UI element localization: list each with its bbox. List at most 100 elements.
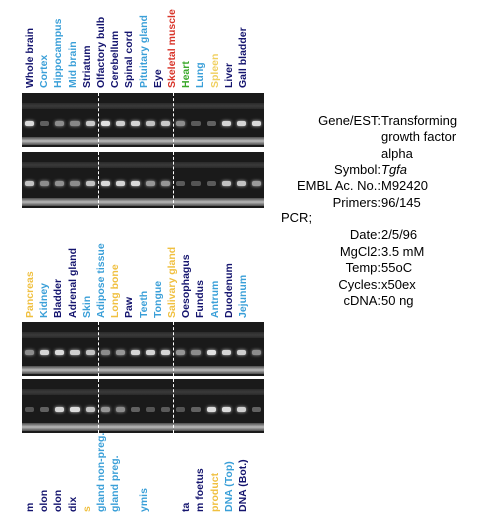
gel-band [25, 181, 35, 187]
gel-band [251, 350, 261, 356]
gel-image-bottom-1 [22, 322, 264, 376]
info-key: Primers: [332, 194, 381, 210]
gel-band [221, 181, 231, 187]
gel-band [85, 407, 95, 413]
gel-band [176, 407, 186, 413]
info-key: cDNA: [343, 293, 381, 308]
gel-band [115, 407, 125, 413]
gel-band [130, 407, 140, 413]
gel-band [40, 350, 50, 356]
gel-band [251, 407, 261, 413]
gel-band [100, 181, 110, 187]
gel-band [191, 407, 201, 413]
gel-band [70, 407, 80, 413]
gel-band [236, 121, 246, 127]
gel-band [55, 407, 65, 413]
gel-band [251, 121, 261, 127]
gel-band [236, 407, 246, 413]
gel-band [146, 181, 156, 187]
info-value: 96/145 [381, 194, 421, 210]
info-value: Tgfa [381, 161, 408, 177]
info-value: 3.5 mM [381, 243, 425, 259]
gel-band [40, 407, 50, 413]
gel-band [221, 350, 231, 356]
gel-band [161, 407, 171, 413]
gel-well-row [22, 102, 264, 109]
gel-band [206, 350, 216, 356]
gel-image-bottom-2 [22, 379, 264, 433]
gel-well-row [22, 331, 264, 338]
gel-band [85, 121, 95, 127]
gel-band [146, 121, 156, 127]
gel-band [70, 181, 80, 187]
gel-band [146, 350, 156, 356]
primer-dimer-band [22, 137, 264, 145]
gel-band [25, 121, 35, 127]
lane-group-divider [97, 322, 99, 376]
info-value: Transforming [381, 113, 458, 128]
lane-group-divider [97, 93, 99, 147]
gel-band [100, 407, 110, 413]
gel-band [191, 181, 201, 187]
gel-band [176, 350, 186, 356]
pcr-section-label: PCR; [281, 210, 313, 225]
gel-band [40, 181, 50, 187]
info-key: Gene/EST: [318, 113, 381, 128]
info-value: alpha [381, 145, 413, 161]
lane-group-divider [97, 379, 99, 433]
info-value: 2/5/96 [381, 227, 418, 242]
gel-band [146, 407, 156, 413]
gel-band [191, 121, 201, 127]
lane-group-divider [173, 152, 175, 208]
gel-well-row [22, 388, 264, 395]
gel-band [55, 350, 65, 356]
gel-band [85, 181, 95, 187]
gel-band [176, 181, 186, 187]
gel-band [161, 350, 171, 356]
gel-band [100, 121, 110, 127]
lane-group-divider [173, 379, 175, 433]
gel-band [55, 121, 65, 127]
gel-band [191, 350, 201, 356]
gel-band [25, 407, 35, 413]
gel-band [176, 121, 186, 127]
primer-dimer-band [22, 366, 264, 374]
info-value: x50ex [381, 276, 416, 292]
gel-band [55, 181, 65, 187]
info-value: growth factor [381, 129, 457, 145]
info-key: MgCl2: [339, 243, 381, 259]
primer-dimer-band [22, 198, 264, 206]
gel-band [130, 121, 140, 127]
gel-band [251, 181, 261, 187]
gel-band [130, 350, 140, 356]
gel-band [130, 181, 140, 187]
info-key: Symbol: [334, 161, 381, 177]
gel-well-row [22, 162, 264, 169]
gel-band [115, 350, 125, 356]
info-key: Temp: [345, 260, 381, 275]
gel-band [70, 350, 80, 356]
info-key: Cycles: [338, 276, 381, 292]
lane-group-divider [173, 322, 175, 376]
gel-band [115, 181, 125, 187]
gel-band [25, 350, 35, 356]
gel-band [85, 350, 95, 356]
gel-band [206, 407, 216, 413]
gel-band [161, 181, 171, 187]
gel-band [70, 121, 80, 127]
gel-band [221, 407, 231, 413]
info-value: 50 ng [381, 293, 414, 308]
lane-group-divider [97, 152, 99, 208]
primer-dimer-band [22, 423, 264, 431]
gel-band [40, 121, 50, 127]
gel-band [221, 121, 231, 127]
gel-band [236, 350, 246, 356]
info-value: M92420 [381, 178, 428, 194]
info-key: Date: [349, 227, 381, 242]
lane-group-divider [173, 93, 175, 147]
gel-image-top-1 [22, 93, 264, 147]
gel-band [206, 121, 216, 127]
gel-band [100, 350, 110, 356]
gel-band [115, 121, 125, 127]
